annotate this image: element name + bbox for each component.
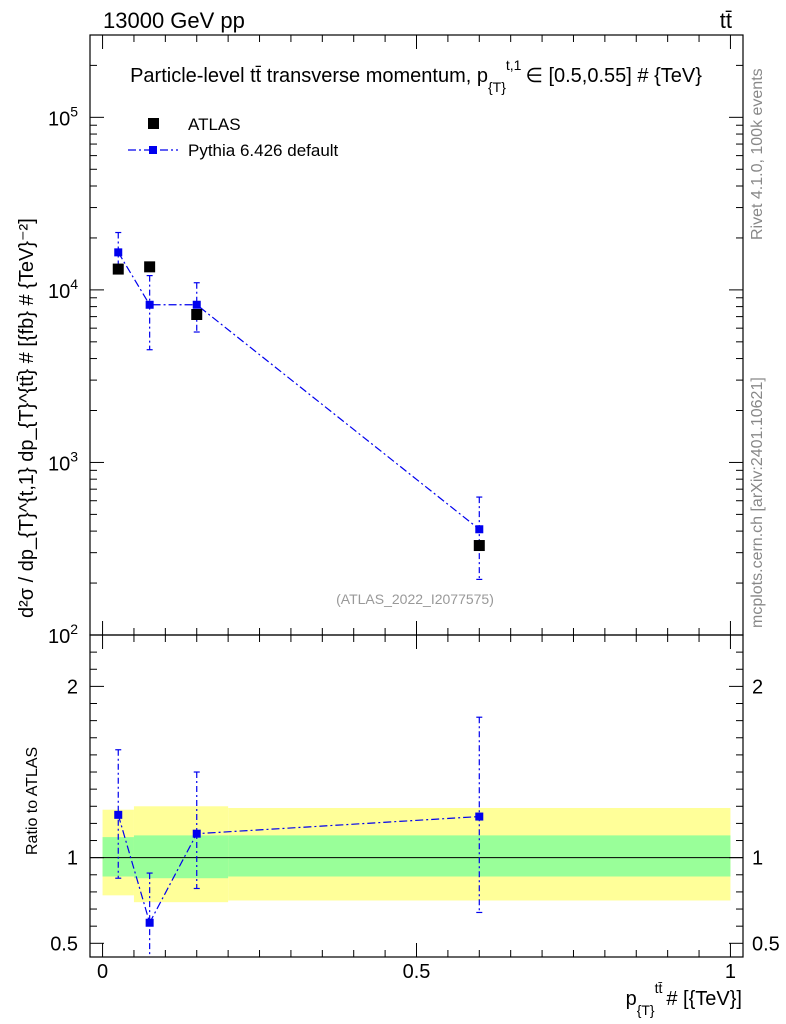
legend-pythia-marker <box>149 146 157 154</box>
y-tick-label: 102 <box>48 621 78 648</box>
ratio-plot-frame <box>89 634 744 958</box>
pythia-point <box>145 300 154 309</box>
uncertainty-band-inner <box>228 835 731 877</box>
atlas-point <box>473 540 485 552</box>
legend-pythia-label: Pythia 6.426 default <box>188 141 339 160</box>
ratio-pythia-point <box>114 810 123 819</box>
ratio-pythia-point <box>145 918 154 927</box>
pythia-point <box>475 525 484 534</box>
pythia-line <box>117 252 480 530</box>
x-tick-label: 0 <box>97 961 108 983</box>
plot-title: Particle-level tt̄ transverse momentum, … <box>130 57 702 95</box>
legend-atlas-marker <box>148 118 159 129</box>
ratio-y-tick-label: 0.5 <box>50 933 78 955</box>
y-tick-label: 105 <box>48 103 78 130</box>
atlas-point <box>112 263 124 275</box>
pythia-point <box>192 300 201 309</box>
y-tick-label: 104 <box>48 276 78 303</box>
main-ylabel: d²σ / dp_{T}^{t,1} dp_{T}^{tt̄} # [{fb} … <box>16 218 38 618</box>
main-plot: 102 103 104 105 <box>48 34 743 648</box>
uncertainty-band-inner <box>133 835 229 879</box>
process-label: tt̄ <box>720 8 732 33</box>
mcplots-label: mcplots.cern.ch [arXiv:2401.10621] <box>749 377 766 628</box>
energy-label: 13000 GeV pp <box>103 8 245 33</box>
ratio-plot: 0.5 0.5 1 1 2 2 0 0.5 1 <box>50 635 780 983</box>
ratio-y-tick-label-right: 2 <box>752 676 763 698</box>
ratio-pythia-line <box>117 814 480 925</box>
ratio-y-tick-label: 2 <box>67 676 78 698</box>
x-tick-label: 0.5 <box>403 961 431 983</box>
x-tick-label: 1 <box>725 961 736 983</box>
ratio-y-tick-label-right: 0.5 <box>752 933 780 955</box>
ratio-pythia-point <box>192 829 201 838</box>
legend: ATLAS Pythia 6.426 default <box>128 115 339 160</box>
pythia-point <box>114 248 123 257</box>
xlabel: p{T}tt̄ # [{TeV}] <box>626 980 742 1018</box>
ratio-y-tick-label: 1 <box>67 848 78 870</box>
y-tick-label: 103 <box>48 448 78 475</box>
ratio-pythia-point <box>475 812 484 821</box>
ratio-y-tick-label-right: 1 <box>752 848 763 870</box>
atlas-point <box>191 309 203 321</box>
atlas-point <box>144 261 156 273</box>
legend-atlas-label: ATLAS <box>188 115 241 134</box>
ratio-ylabel: Ratio to ATLAS <box>24 747 41 855</box>
rivet-label: Rivet 4.1.0, 100k events <box>749 68 766 240</box>
analysis-watermark: (ATLAS_2022_I2077575) <box>336 591 494 607</box>
